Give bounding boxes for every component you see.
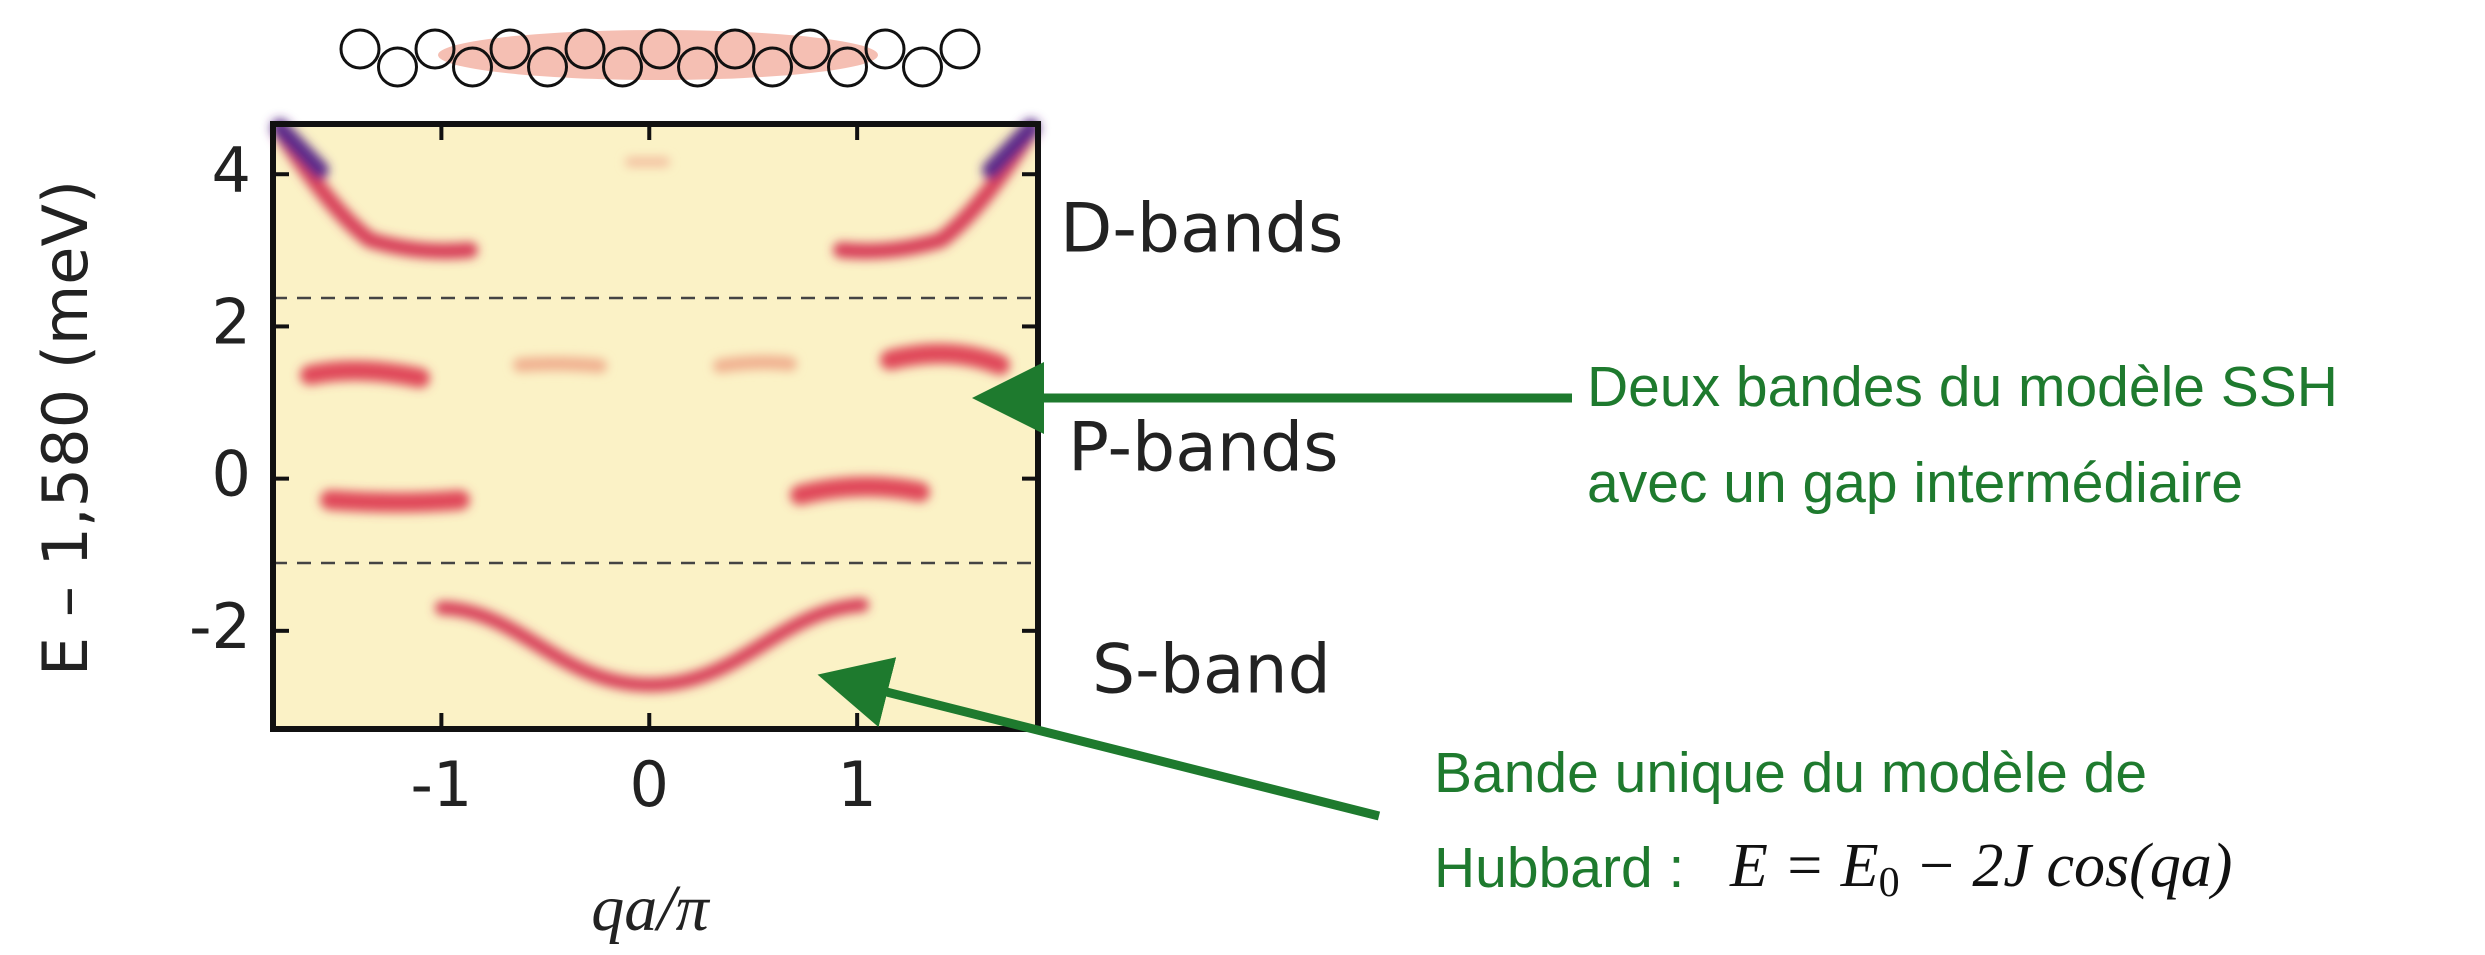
lattice-site (341, 30, 379, 68)
y-tick-label: -2 (189, 590, 251, 663)
lattice-site (904, 48, 942, 86)
annotation-text: Deux bandes du modèle SSH (1587, 355, 2338, 419)
band-label: D-bands (1060, 190, 1343, 269)
formula: E = E0 − 2J cos(qa) (1729, 832, 2232, 905)
formula-part: − 2J cos(qa) (1900, 832, 2233, 900)
band-label: P-bands (1068, 409, 1339, 488)
plot-area (273, 124, 1038, 729)
formula-subscript: 0 (1879, 860, 1900, 906)
formula-part: E = E (1729, 832, 1879, 900)
x-axis-label: qa/π (591, 872, 710, 945)
x-tick-label: 0 (630, 748, 669, 821)
y-axis-label: E – 1,580 (meV) (29, 180, 102, 676)
lattice-chain (341, 30, 979, 86)
annotation-text: avec un gap intermédiaire (1587, 451, 2243, 515)
lattice-site (379, 48, 417, 86)
lattice-site (866, 30, 904, 68)
annotation-text: Bande unique du modèle de (1434, 741, 2147, 805)
annotation-text: Hubbard : (1434, 836, 1684, 900)
band-label: S-band (1092, 631, 1331, 710)
x-tick-label: -1 (410, 748, 472, 821)
y-tick-label: 4 (212, 133, 251, 206)
y-tick-label: 2 (212, 286, 251, 359)
y-tick-label: 0 (212, 438, 251, 511)
lattice-site (941, 30, 979, 68)
x-tick-label: 1 (837, 748, 876, 821)
figure: -2 0 2 4 -1 0 1 E – 1,580 (meV) qa/π D-bands P… (0, 0, 2485, 955)
